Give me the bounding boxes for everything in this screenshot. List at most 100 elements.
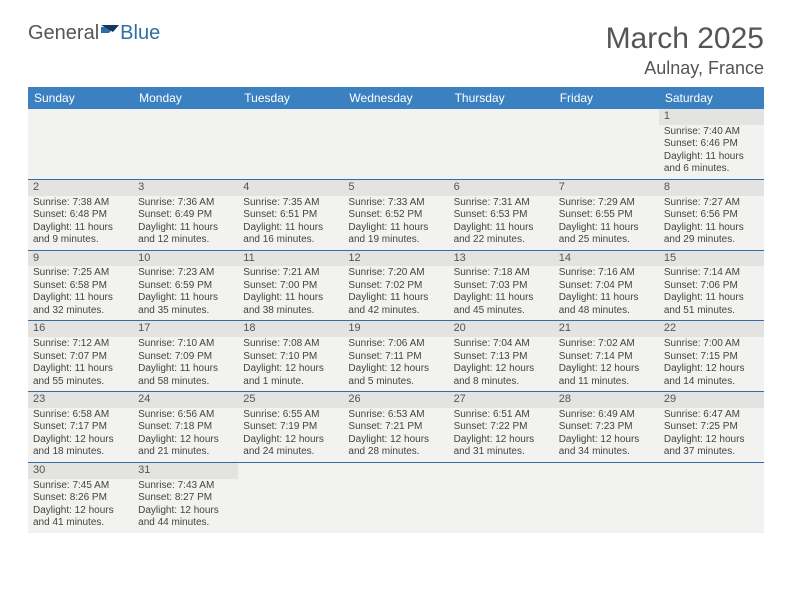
sunset-text: Sunset: 7:10 PM — [243, 351, 338, 364]
day-details: Sunrise: 7:25 AMSunset: 6:58 PMDaylight:… — [28, 266, 133, 320]
daylight-text-2: and 28 minutes. — [348, 446, 443, 459]
calendar-week-row: 23Sunrise: 6:58 AMSunset: 7:17 PMDayligh… — [28, 392, 764, 463]
sunrise-text: Sunrise: 7:31 AM — [454, 197, 549, 210]
sunrise-text: Sunrise: 7:43 AM — [138, 480, 233, 493]
sunset-text: Sunset: 6:49 PM — [138, 209, 233, 222]
daylight-text-1: Daylight: 11 hours — [664, 292, 759, 305]
day-details: Sunrise: 7:40 AMSunset: 6:46 PMDaylight:… — [659, 125, 764, 179]
day-number: 13 — [449, 251, 554, 267]
daylight-text-2: and 37 minutes. — [664, 446, 759, 459]
daylight-text-1: Daylight: 11 hours — [138, 222, 233, 235]
daylight-text-1: Daylight: 11 hours — [348, 292, 443, 305]
sunset-text: Sunset: 6:48 PM — [33, 209, 128, 222]
sunset-text: Sunset: 7:06 PM — [664, 280, 759, 293]
day-number: 12 — [343, 251, 448, 267]
sunrise-text: Sunrise: 7:38 AM — [33, 197, 128, 210]
day-details: Sunrise: 6:58 AMSunset: 7:17 PMDaylight:… — [28, 408, 133, 462]
daylight-text-2: and 38 minutes. — [243, 305, 338, 318]
day-number: 7 — [554, 180, 659, 196]
daylight-text-2: and 5 minutes. — [348, 376, 443, 389]
sunset-text: Sunset: 7:15 PM — [664, 351, 759, 364]
day-number: 16 — [28, 321, 133, 337]
daylight-text-2: and 19 minutes. — [348, 234, 443, 247]
sunset-text: Sunset: 8:27 PM — [138, 492, 233, 505]
sunrise-text: Sunrise: 6:55 AM — [243, 409, 338, 422]
calendar-day-cell: 26Sunrise: 6:53 AMSunset: 7:21 PMDayligh… — [343, 392, 448, 463]
sunrise-text: Sunrise: 6:53 AM — [348, 409, 443, 422]
daylight-text-2: and 31 minutes. — [454, 446, 549, 459]
sunset-text: Sunset: 7:21 PM — [348, 421, 443, 434]
daylight-text-1: Daylight: 11 hours — [559, 292, 654, 305]
month-title: March 2025 — [606, 22, 764, 56]
sunset-text: Sunset: 8:26 PM — [33, 492, 128, 505]
day-number: 25 — [238, 392, 343, 408]
calendar-day-cell: 1Sunrise: 7:40 AMSunset: 6:46 PMDaylight… — [659, 109, 764, 179]
day-details: Sunrise: 6:47 AMSunset: 7:25 PMDaylight:… — [659, 408, 764, 462]
sunset-text: Sunset: 6:51 PM — [243, 209, 338, 222]
calendar-day-cell: 14Sunrise: 7:16 AMSunset: 7:04 PMDayligh… — [554, 250, 659, 321]
daylight-text-1: Daylight: 11 hours — [559, 222, 654, 235]
weekday-header: Wednesday — [343, 87, 448, 109]
sunrise-text: Sunrise: 7:04 AM — [454, 338, 549, 351]
day-number: 24 — [133, 392, 238, 408]
calendar-day-cell: 28Sunrise: 6:49 AMSunset: 7:23 PMDayligh… — [554, 392, 659, 463]
sunrise-text: Sunrise: 7:16 AM — [559, 267, 654, 280]
calendar-day-cell: 19Sunrise: 7:06 AMSunset: 7:11 PMDayligh… — [343, 321, 448, 392]
sunrise-text: Sunrise: 7:14 AM — [664, 267, 759, 280]
sunset-text: Sunset: 7:19 PM — [243, 421, 338, 434]
day-number: 20 — [449, 321, 554, 337]
day-details: Sunrise: 7:10 AMSunset: 7:09 PMDaylight:… — [133, 337, 238, 391]
daylight-text-1: Daylight: 11 hours — [664, 222, 759, 235]
sunrise-text: Sunrise: 6:58 AM — [33, 409, 128, 422]
calendar-week-row: 16Sunrise: 7:12 AMSunset: 7:07 PMDayligh… — [28, 321, 764, 392]
sunset-text: Sunset: 7:04 PM — [559, 280, 654, 293]
weekday-header: Sunday — [28, 87, 133, 109]
day-details: Sunrise: 7:12 AMSunset: 7:07 PMDaylight:… — [28, 337, 133, 391]
daylight-text-2: and 11 minutes. — [559, 376, 654, 389]
day-details: Sunrise: 7:20 AMSunset: 7:02 PMDaylight:… — [343, 266, 448, 320]
day-details: Sunrise: 7:00 AMSunset: 7:15 PMDaylight:… — [659, 337, 764, 391]
calendar-empty-cell — [449, 462, 554, 532]
day-number: 28 — [554, 392, 659, 408]
daylight-text-1: Daylight: 12 hours — [138, 434, 233, 447]
day-number: 23 — [28, 392, 133, 408]
sunset-text: Sunset: 6:53 PM — [454, 209, 549, 222]
calendar-week-row: 1Sunrise: 7:40 AMSunset: 6:46 PMDaylight… — [28, 109, 764, 179]
calendar-day-cell: 8Sunrise: 7:27 AMSunset: 6:56 PMDaylight… — [659, 179, 764, 250]
daylight-text-1: Daylight: 11 hours — [243, 292, 338, 305]
daylight-text-1: Daylight: 12 hours — [243, 363, 338, 376]
day-number: 15 — [659, 251, 764, 267]
calendar-day-cell: 2Sunrise: 7:38 AMSunset: 6:48 PMDaylight… — [28, 179, 133, 250]
calendar-day-cell: 13Sunrise: 7:18 AMSunset: 7:03 PMDayligh… — [449, 250, 554, 321]
weekday-header: Friday — [554, 87, 659, 109]
sunset-text: Sunset: 7:13 PM — [454, 351, 549, 364]
sunset-text: Sunset: 6:52 PM — [348, 209, 443, 222]
day-details: Sunrise: 7:23 AMSunset: 6:59 PMDaylight:… — [133, 266, 238, 320]
sunrise-text: Sunrise: 7:33 AM — [348, 197, 443, 210]
sunset-text: Sunset: 6:55 PM — [559, 209, 654, 222]
daylight-text-2: and 48 minutes. — [559, 305, 654, 318]
calendar-day-cell: 24Sunrise: 6:56 AMSunset: 7:18 PMDayligh… — [133, 392, 238, 463]
daylight-text-1: Daylight: 11 hours — [138, 292, 233, 305]
calendar-day-cell: 23Sunrise: 6:58 AMSunset: 7:17 PMDayligh… — [28, 392, 133, 463]
day-details: Sunrise: 7:36 AMSunset: 6:49 PMDaylight:… — [133, 196, 238, 250]
day-number: 22 — [659, 321, 764, 337]
day-details: Sunrise: 7:29 AMSunset: 6:55 PMDaylight:… — [554, 196, 659, 250]
calendar-empty-cell — [659, 462, 764, 532]
day-number: 11 — [238, 251, 343, 267]
calendar-day-cell: 7Sunrise: 7:29 AMSunset: 6:55 PMDaylight… — [554, 179, 659, 250]
daylight-text-2: and 18 minutes. — [33, 446, 128, 459]
day-number: 31 — [133, 463, 238, 479]
sunrise-text: Sunrise: 7:20 AM — [348, 267, 443, 280]
logo: General Blue — [28, 22, 160, 45]
sunrise-text: Sunrise: 7:10 AM — [138, 338, 233, 351]
day-details: Sunrise: 7:18 AMSunset: 7:03 PMDaylight:… — [449, 266, 554, 320]
sunset-text: Sunset: 7:00 PM — [243, 280, 338, 293]
sunrise-text: Sunrise: 7:40 AM — [664, 126, 759, 139]
sunset-text: Sunset: 7:09 PM — [138, 351, 233, 364]
daylight-text-1: Daylight: 12 hours — [454, 363, 549, 376]
sunrise-text: Sunrise: 7:23 AM — [138, 267, 233, 280]
day-details: Sunrise: 7:06 AMSunset: 7:11 PMDaylight:… — [343, 337, 448, 391]
day-number: 27 — [449, 392, 554, 408]
day-number: 30 — [28, 463, 133, 479]
